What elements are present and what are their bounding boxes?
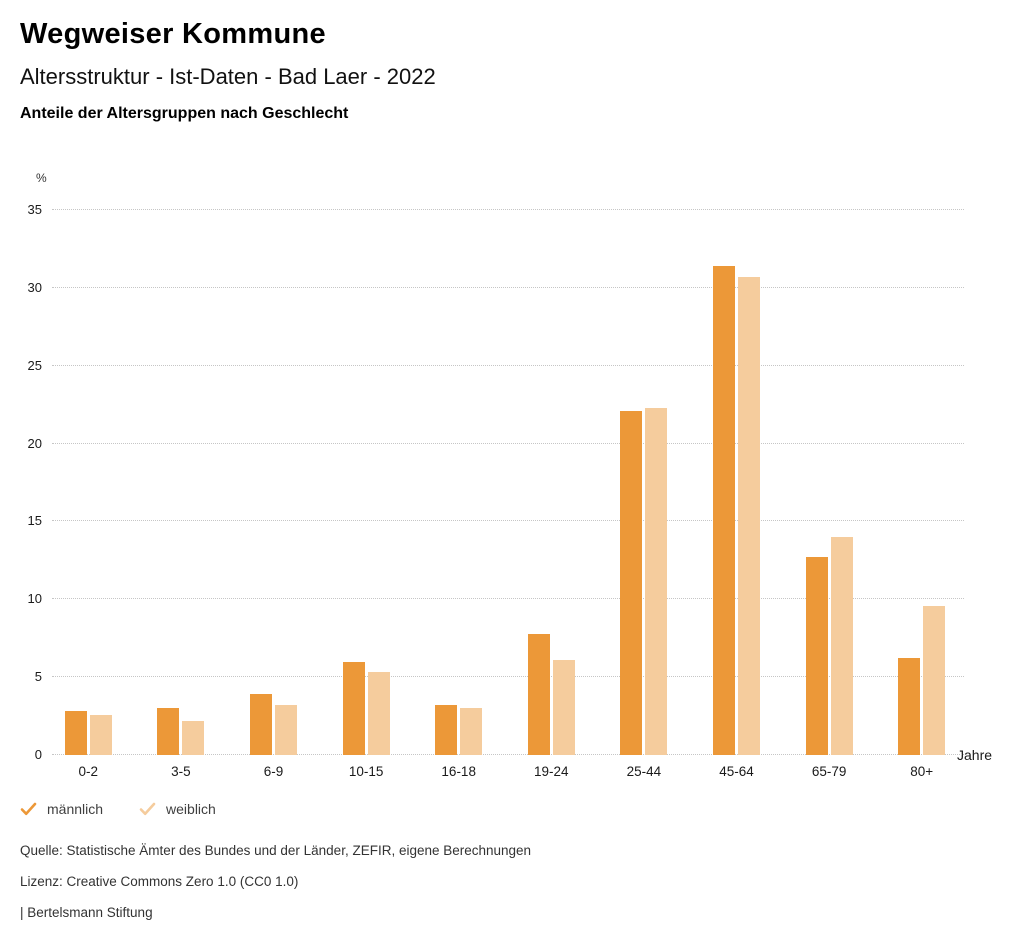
- x-tick-label-65-79: 65-79: [811, 764, 847, 779]
- bar-group-19-24: [505, 195, 598, 755]
- bar-group-45-64: [690, 195, 783, 755]
- gridline-30: 30: [28, 280, 964, 295]
- footer-source: Quelle: Statistische Ämter des Bundes un…: [20, 843, 532, 858]
- chart-footer: Quelle: Statistische Ämter des Bundes un…: [20, 843, 531, 936]
- y-tick-label-5: 5: [34, 669, 42, 685]
- gridline-25: 25: [28, 358, 964, 373]
- chart-legend: männlich weiblich: [20, 801, 216, 817]
- x-tick-label-16-18: 16-18: [441, 764, 476, 779]
- footer-license: Lizenz: Creative Commons Zero 1.0 (CC0 1…: [20, 874, 299, 889]
- bar-group-3-5: [135, 195, 228, 755]
- footer-attribution: | Bertelsmann Stiftung: [20, 905, 153, 920]
- page-subtitle: Altersstruktur - Ist-Daten - Bad Laer - …: [20, 64, 436, 89]
- x-tick-label-3-5: 3-5: [171, 764, 191, 779]
- x-tick-label-10-15: 10-15: [348, 764, 384, 779]
- gridline-0: 0: [35, 747, 964, 762]
- y-tick-label-30: 30: [27, 279, 42, 295]
- gridline-35: 35: [28, 202, 964, 217]
- bar-weiblich-0-2[interactable]: [89, 714, 112, 755]
- bar-männlich-19-24[interactable]: [527, 633, 550, 755]
- bar-männlich-25-44[interactable]: [620, 410, 643, 755]
- bar-group-25-44: [598, 195, 691, 755]
- gridline-15: 15: [28, 513, 964, 528]
- bar-männlich-16-18[interactable]: [435, 705, 458, 755]
- x-tick-label-80+: 80+: [910, 764, 934, 779]
- bar-weiblich-6-9[interactable]: [274, 705, 297, 755]
- y-tick-label-0: 0: [34, 747, 42, 762]
- bar-group-10-15: [320, 195, 413, 755]
- gridline-5: 5: [35, 669, 964, 684]
- y-tick-label-15: 15: [27, 513, 42, 529]
- check-icon: [139, 802, 156, 816]
- bar-männlich-65-79[interactable]: [805, 557, 828, 755]
- x-axis-unit-label: Jahre: [957, 747, 993, 763]
- bar-männlich-0-2[interactable]: [64, 711, 87, 755]
- bar-weiblich-16-18[interactable]: [460, 708, 483, 755]
- bar-weiblich-80+[interactable]: [923, 605, 946, 755]
- bar-männlich-80+[interactable]: [898, 658, 921, 755]
- legend-item-männlich[interactable]: männlich: [20, 801, 103, 817]
- plot-area: Jahre 0 5 10 15 20 25 30 35 0-2 3-5 6-9 10-15 16-18 1…: [28, 195, 993, 779]
- gridline-20: 20: [28, 436, 964, 451]
- y-tick-label-25: 25: [27, 357, 42, 373]
- page-title: Wegweiser Kommune: [20, 18, 326, 50]
- x-tick-label-0-2: 0-2: [78, 764, 99, 779]
- bar-weiblich-19-24[interactable]: [552, 660, 575, 755]
- legend-label: weiblich: [166, 801, 216, 817]
- bar-männlich-6-9[interactable]: [249, 694, 272, 755]
- x-tick-label-19-24: 19-24: [534, 764, 569, 779]
- bar-weiblich-65-79[interactable]: [830, 537, 853, 755]
- x-tick-label-25-44: 25-44: [626, 764, 662, 779]
- check-icon: [20, 802, 37, 816]
- y-axis-unit-label: %: [36, 171, 47, 185]
- bar-group-16-18: [412, 195, 505, 755]
- bar-weiblich-10-15[interactable]: [367, 672, 390, 755]
- gridline-10: 10: [28, 591, 964, 606]
- chart-heading: Anteile der Altersgruppen nach Geschlech…: [20, 105, 349, 122]
- bar-weiblich-3-5[interactable]: [182, 720, 205, 755]
- y-tick-label-10: 10: [27, 591, 42, 607]
- bar-group-0-2: [42, 195, 135, 755]
- legend-label: männlich: [47, 801, 104, 817]
- bar-weiblich-45-64[interactable]: [737, 276, 760, 755]
- y-tick-label-35: 35: [27, 202, 42, 217]
- legend-item-weiblich[interactable]: weiblich: [139, 801, 216, 817]
- bar-group-6-9: [227, 195, 320, 755]
- bar-weiblich-25-44[interactable]: [645, 407, 668, 755]
- x-tick-label-6-9: 6-9: [263, 764, 284, 779]
- y-tick-label-20: 20: [27, 435, 42, 451]
- bar-group-65-79: [783, 195, 876, 755]
- bar-männlich-3-5[interactable]: [157, 708, 180, 755]
- bar-männlich-10-15[interactable]: [342, 661, 365, 755]
- bar-männlich-45-64[interactable]: [712, 266, 735, 755]
- bar-group-80+: [875, 195, 968, 755]
- x-tick-label-45-64: 45-64: [719, 764, 754, 779]
